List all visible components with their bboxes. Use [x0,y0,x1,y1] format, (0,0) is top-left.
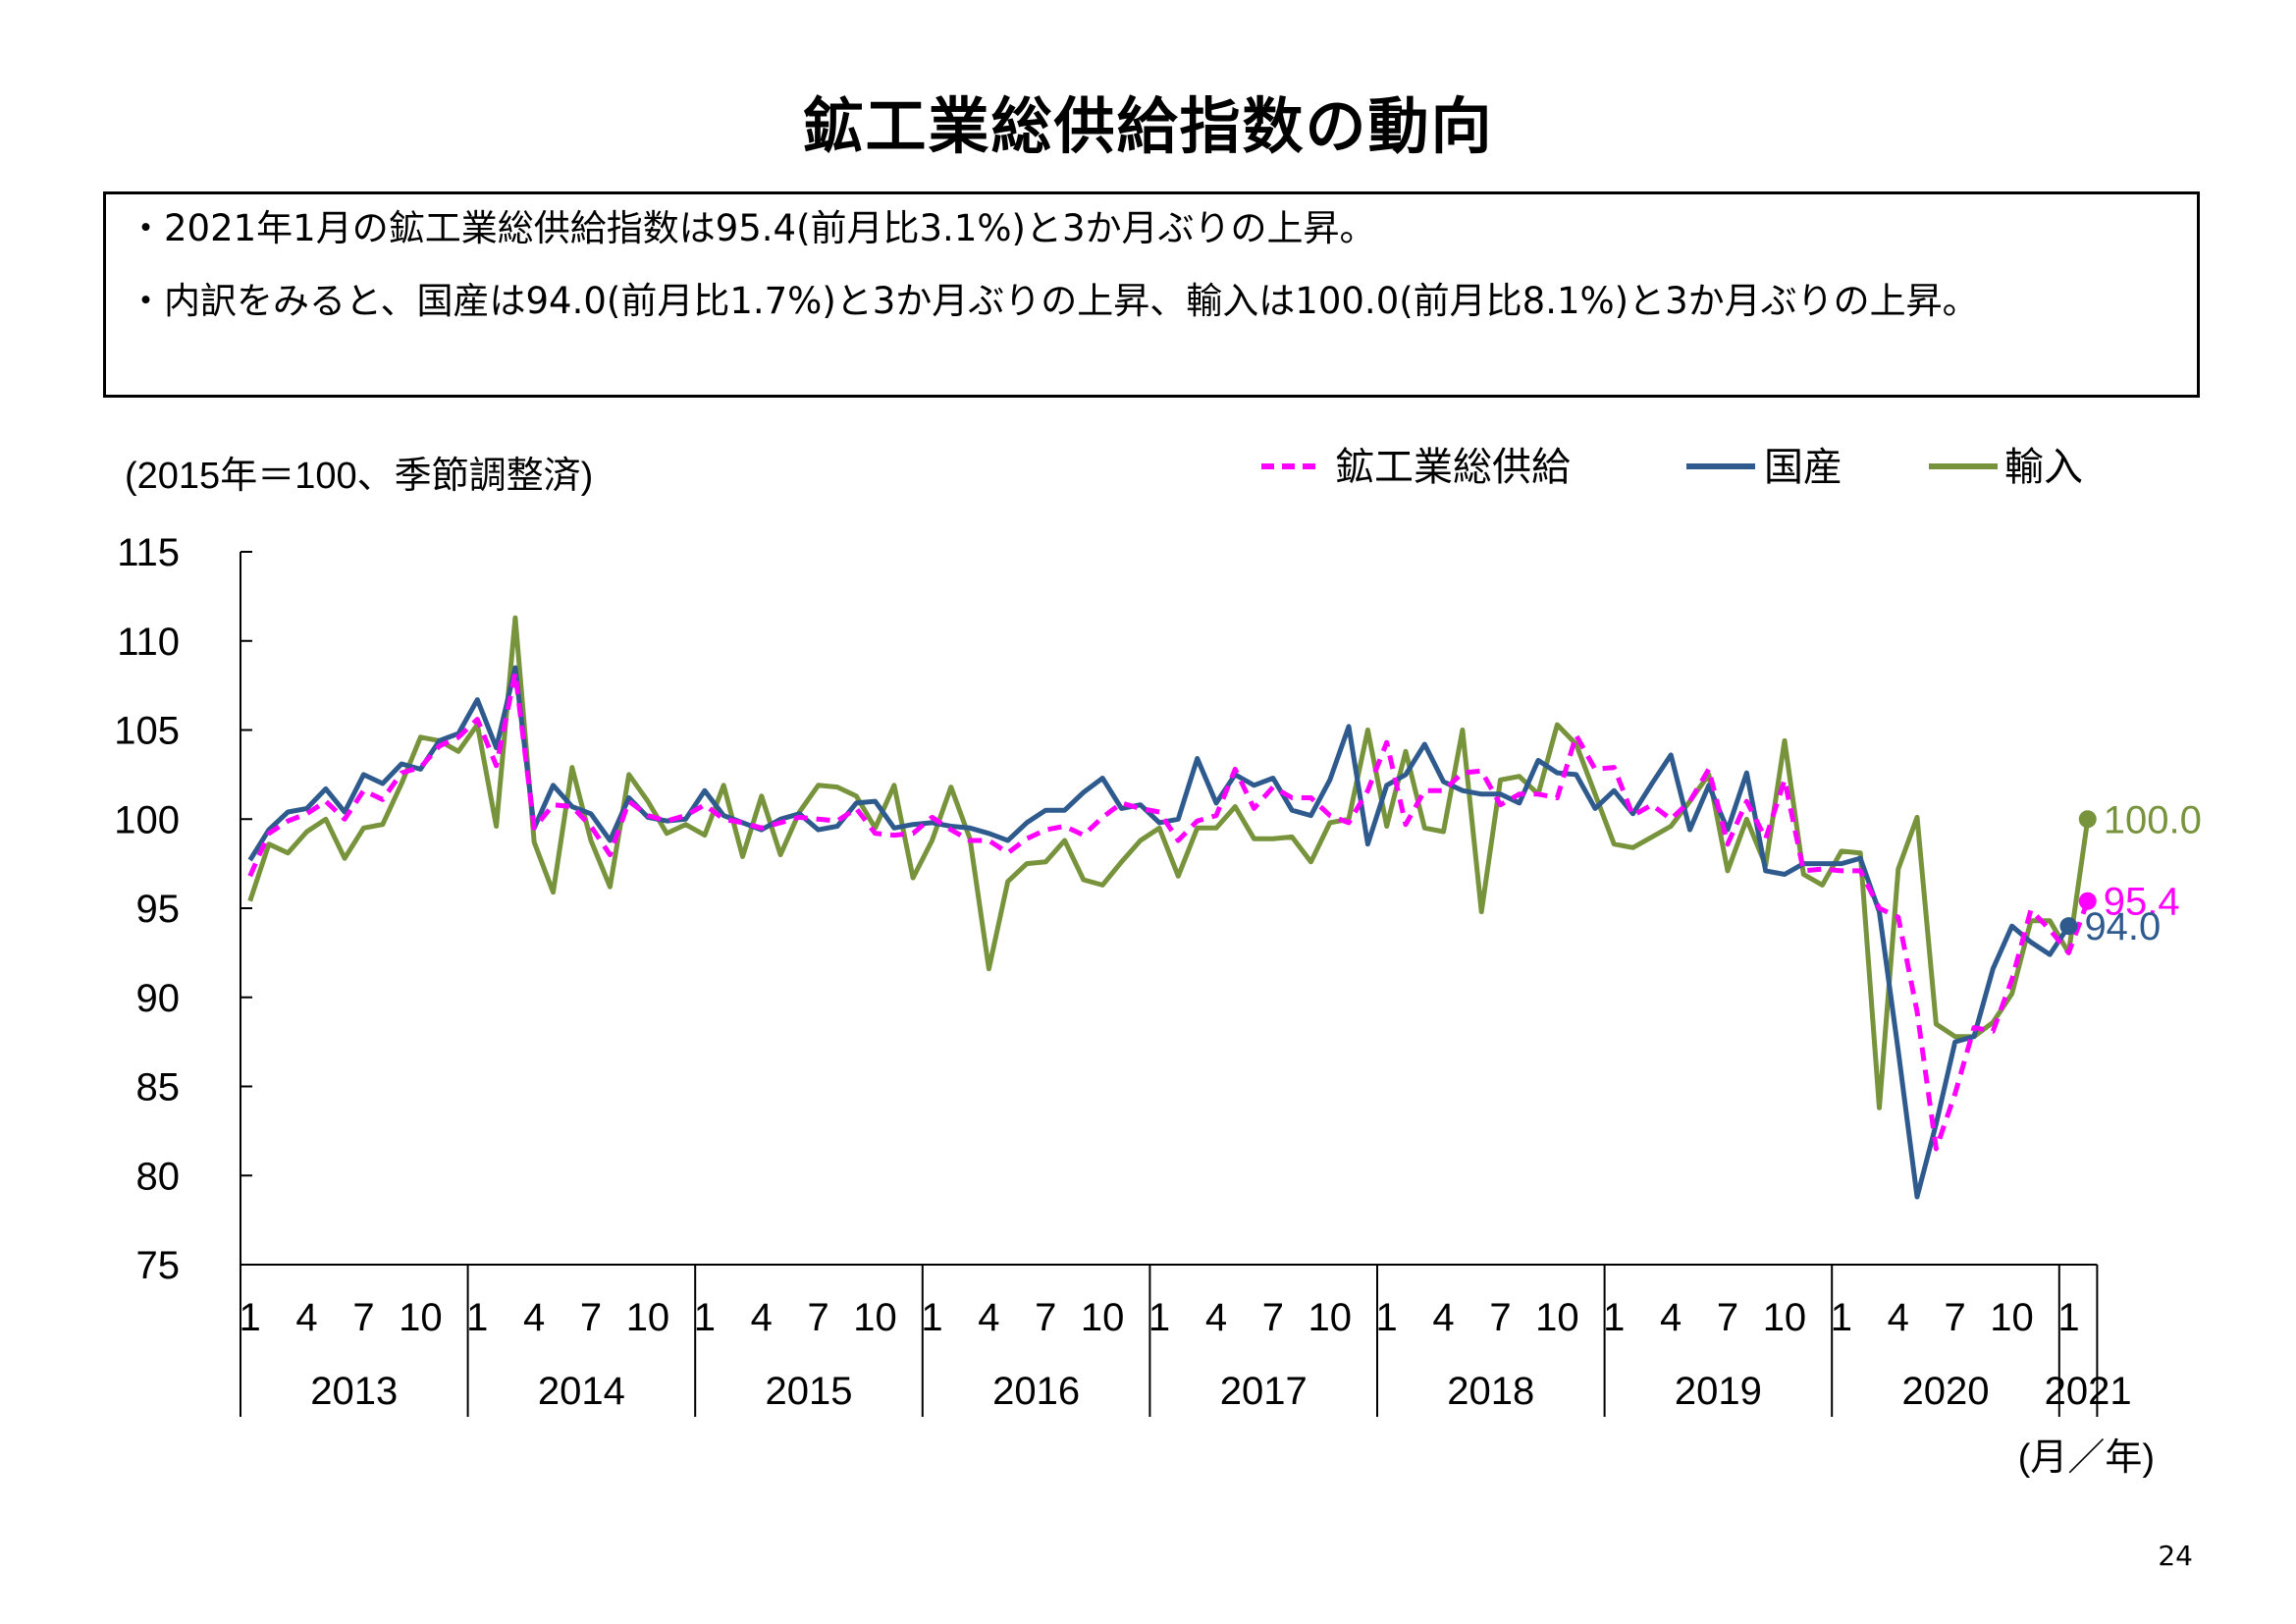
chart-axes [240,551,2099,1417]
x-year-label: 2018 [1447,1370,1534,1413]
y-tick-label: 85 [136,1066,181,1110]
x-year-label: 2021 [2045,1370,2132,1413]
series-end-marker-2 [2078,810,2097,829]
y-tick-label: 110 [117,621,180,664]
summary-bullet-2: ・内訳をみると、国産は94.0(前月比1.7%)と3か月ぶりの上昇、輸入は100… [128,280,1979,322]
x-month-label: 10 [853,1296,897,1339]
x-month-label: 1 [466,1296,488,1339]
x-year-label: 2019 [1675,1370,1762,1413]
x-month-label: 7 [1262,1296,1284,1339]
x-year-label: 2015 [766,1370,853,1413]
y-tick-label: 75 [136,1244,181,1287]
x-month-label: 10 [626,1296,670,1339]
x-month-label: 7 [1945,1296,1966,1339]
x-month-label: 7 [1717,1296,1738,1339]
x-year-label: 2016 [992,1370,1080,1413]
x-month-label: 10 [1081,1296,1125,1339]
y-tick-label: 105 [114,710,180,753]
summary-box: ・2021年1月の鉱工業総供給指数は95.4(前月比3.1%)と3か月ぶりの上昇… [103,191,2200,398]
x-month-label: 1 [694,1296,716,1339]
x-month-label: 4 [1660,1296,1682,1339]
y-tick-label: 95 [136,888,181,931]
x-month-label: 4 [1205,1296,1227,1339]
x-unit-label: (月／年) [2018,1437,2155,1479]
series-line-0 [247,670,2091,1152]
x-month-label: 7 [352,1296,374,1339]
x-year-label: 2014 [538,1370,625,1413]
x-month-label: 10 [1990,1296,2034,1339]
series-line-1 [247,665,2071,1200]
x-month-label: 1 [1376,1296,1398,1339]
y-tick-label: 115 [117,531,180,574]
legend-label-0: 鉱工業総供給 [1335,446,1571,489]
chart-note: (2015年＝100、季節調整済) [125,456,593,497]
x-month-label: 4 [523,1296,545,1339]
y-tick-label: 100 [114,798,180,841]
x-month-label: 10 [1535,1296,1579,1339]
series-end-label-2: 100.0 [2104,798,2202,841]
x-month-label: 4 [978,1296,999,1339]
series-end-label-1: 94.0 [2084,905,2161,948]
x-month-label: 1 [1148,1296,1170,1339]
x-year-label: 2020 [1902,1370,1990,1413]
x-month-label: 7 [808,1296,829,1339]
x-month-label: 7 [1035,1296,1056,1339]
legend-label-2: 輸入 [2004,446,2083,489]
series-end-marker-0 [2078,892,2097,910]
x-month-label: 7 [1489,1296,1511,1339]
x-year-label: 2017 [1220,1370,1308,1413]
x-month-label: 1 [2057,1296,2079,1339]
x-year-label: 2013 [310,1370,398,1413]
x-month-label: 1 [1603,1296,1625,1339]
series-end-label-0: 95.4 [2104,881,2180,924]
x-month-label: 7 [580,1296,602,1339]
x-month-label: 4 [751,1296,773,1339]
series-line-2 [247,615,2091,1110]
x-month-label: 1 [240,1296,261,1339]
series-end-marker-1 [2059,917,2078,936]
x-month-label: 4 [1888,1296,1909,1339]
chart-series [247,615,2097,1200]
legend-label-1: 国産 [1764,446,1842,489]
x-month-label: 4 [1432,1296,1454,1339]
x-month-label: 1 [1831,1296,1852,1339]
page-title: 鉱工業総供給指数の動向 [802,90,1494,162]
x-month-label: 10 [1308,1296,1353,1339]
x-month-label: 10 [1763,1296,1807,1339]
page-number: 24 [2158,1540,2193,1572]
x-month-label: 1 [921,1296,942,1339]
x-month-label: 4 [295,1296,317,1339]
chart-legend: 鉱工業総供給 国産 輸入 [1261,446,2083,489]
y-tick-label: 90 [136,977,181,1020]
summary-bullet-1: ・2021年1月の鉱工業総供給指数は95.4(前月比3.1%)と3か月ぶりの上昇… [128,207,1376,249]
x-month-label: 10 [399,1296,443,1339]
y-tick-label: 80 [136,1155,181,1198]
